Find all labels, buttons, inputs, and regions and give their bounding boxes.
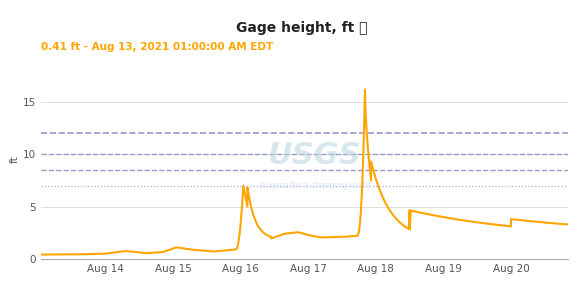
- Text: USGS: USGS: [268, 141, 362, 170]
- Text: Gage height, ft ⓘ: Gage height, ft ⓘ: [236, 21, 367, 35]
- Text: 0.41 ft - Aug 13, 2021 01:00:00 AM EDT: 0.41 ft - Aug 13, 2021 01:00:00 AM EDT: [41, 42, 273, 52]
- Text: science for a changing world: science for a changing world: [260, 181, 370, 190]
- Y-axis label: ft: ft: [10, 156, 20, 163]
